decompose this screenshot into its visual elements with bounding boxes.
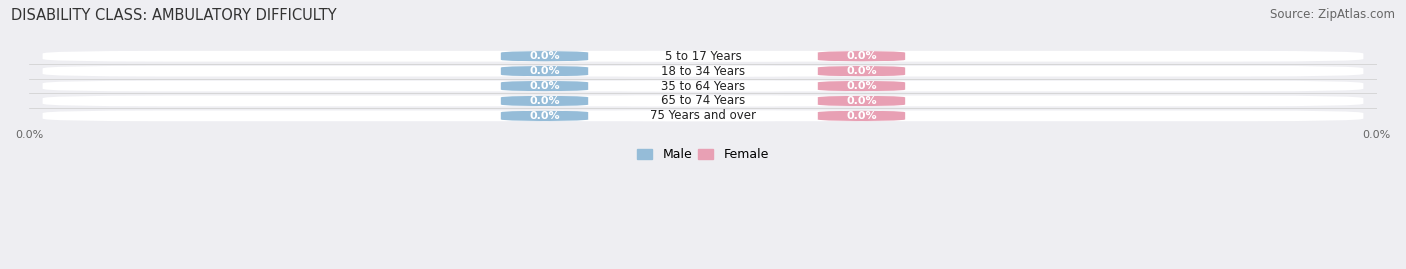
FancyBboxPatch shape [817,66,905,76]
FancyBboxPatch shape [589,81,817,91]
FancyBboxPatch shape [42,51,1364,62]
Legend: Male, Female: Male, Female [637,148,769,161]
FancyBboxPatch shape [501,95,589,106]
FancyBboxPatch shape [501,111,589,121]
FancyBboxPatch shape [817,81,905,91]
Text: 18 to 34 Years: 18 to 34 Years [661,65,745,78]
Text: DISABILITY CLASS: AMBULATORY DIFFICULTY: DISABILITY CLASS: AMBULATORY DIFFICULTY [11,8,337,23]
Text: 35 to 64 Years: 35 to 64 Years [661,80,745,93]
Text: 0.0%: 0.0% [846,111,877,121]
FancyBboxPatch shape [42,81,1364,91]
Text: 5 to 17 Years: 5 to 17 Years [665,50,741,63]
FancyBboxPatch shape [589,51,817,62]
FancyBboxPatch shape [817,95,905,106]
Text: 0.0%: 0.0% [846,81,877,91]
Text: 0.0%: 0.0% [529,96,560,106]
Text: 65 to 74 Years: 65 to 74 Years [661,94,745,107]
Text: 0.0%: 0.0% [529,66,560,76]
Text: 0.0%: 0.0% [529,111,560,121]
FancyBboxPatch shape [589,111,817,121]
FancyBboxPatch shape [42,66,1364,76]
FancyBboxPatch shape [501,66,589,76]
FancyBboxPatch shape [42,95,1364,106]
Text: 0.0%: 0.0% [529,51,560,61]
FancyBboxPatch shape [589,66,817,76]
Text: Source: ZipAtlas.com: Source: ZipAtlas.com [1270,8,1395,21]
Text: 0.0%: 0.0% [529,81,560,91]
Text: 75 Years and over: 75 Years and over [650,109,756,122]
Text: 0.0%: 0.0% [846,66,877,76]
Text: 0.0%: 0.0% [846,96,877,106]
FancyBboxPatch shape [589,95,817,106]
FancyBboxPatch shape [817,111,905,121]
Text: 0.0%: 0.0% [846,51,877,61]
FancyBboxPatch shape [501,81,589,91]
FancyBboxPatch shape [501,51,589,62]
FancyBboxPatch shape [817,51,905,62]
FancyBboxPatch shape [42,111,1364,121]
